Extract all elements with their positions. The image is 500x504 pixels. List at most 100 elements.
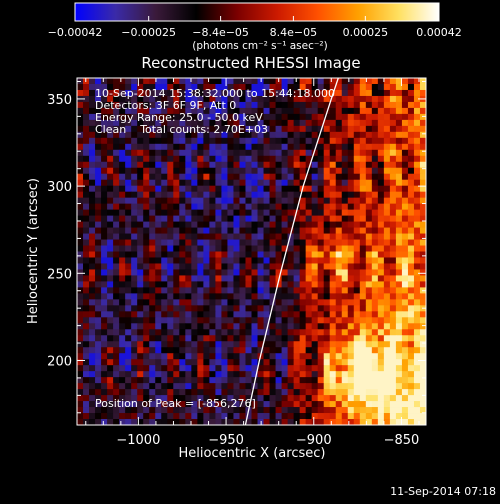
heatmap-cell [173,347,180,354]
heatmap-cell [329,323,337,330]
heatmap-cell [389,203,397,211]
heatmap-cell [95,341,102,348]
heatmap-cell [407,239,415,246]
heatmap-cell [407,161,415,169]
heatmap-cell [389,78,397,85]
heatmap-cell [257,383,264,390]
heatmap-cell [113,239,120,246]
heatmap-cell [77,323,84,330]
heatmap-cell [227,185,234,193]
heatmap-cell [167,389,174,396]
heatmap-cell [155,137,162,145]
heatmap-cell [341,359,349,366]
heatmap-cell [275,215,282,222]
heatmap-cell [341,389,349,396]
heatmap-cell [353,125,361,133]
heatmap-cell [221,317,228,324]
heatmap-cell [305,95,313,103]
heatmap-cell [395,263,403,270]
heatmap-cell [305,377,313,384]
heatmap-cell [233,371,240,378]
heatmap-cell [365,215,373,222]
heatmap-cell [143,311,150,318]
heatmap-cell [209,227,216,234]
heatmap-cell [383,401,391,408]
heatmap-cell [335,143,343,151]
heatmap-cell [275,299,282,306]
heatmap-cell [419,143,426,151]
heatmap-cell [341,251,349,258]
heatmap-cell [317,365,325,372]
heatmap-cell [203,161,210,169]
heatmap-cell [143,173,150,181]
heatmap-cell [383,137,391,145]
heatmap-cell [317,359,325,366]
heatmap-cell [221,119,228,127]
heatmap-cell [419,161,426,169]
heatmap-cell [173,113,180,121]
heatmap-cell [275,251,282,258]
heatmap-cell [257,413,264,420]
heatmap-cell [83,95,90,103]
heatmap-cell [191,107,198,115]
heatmap-cell [191,119,198,127]
heatmap-cell [179,377,186,384]
heatmap-cell [341,137,349,145]
heatmap-cell [251,191,258,199]
heatmap-cell [113,281,120,288]
heatmap-cell [299,359,307,366]
heatmap-cell [347,329,355,336]
heatmap-cell [245,329,252,336]
heatmap-cell [233,203,240,211]
heatmap-cell [191,383,198,390]
heatmap-cell [359,413,367,420]
heatmap-cell [353,167,361,175]
heatmap-cell [317,245,325,252]
heatmap-cell [395,281,403,288]
heatmap-cell [281,149,289,157]
heatmap-cell [299,89,307,97]
heatmap-cell [89,215,96,222]
heatmap-cell [209,119,216,127]
heatmap-cell [383,365,391,372]
heatmap-cell [209,101,216,109]
heatmap-cell [137,341,144,348]
heatmap-cell [263,323,270,330]
heatmap-cell [395,137,403,145]
heatmap-cell [329,137,337,145]
heatmap-cell [209,113,216,121]
heatmap-cell [257,227,264,234]
heatmap-cell [77,419,84,425]
heatmap-cell [227,95,234,103]
heatmap-cell [185,161,192,169]
heatmap-cell [143,323,150,330]
heatmap-cell [377,107,385,115]
heatmap-cell [167,311,174,318]
heatmap-cell [257,317,264,324]
heatmap-cell [413,413,421,420]
heatmap-cell [329,275,337,282]
heatmap-cell [335,95,343,103]
heatmap-cell [389,371,397,378]
y-tick-label: 250 [47,267,72,282]
heatmap-cell [365,131,373,139]
heatmap-cell [239,317,246,324]
heatmap-cell [269,149,276,157]
heatmap-cell [173,401,180,408]
heatmap-cell [395,299,403,306]
heatmap-cell [377,167,385,175]
heatmap-cell [245,323,252,330]
heatmap-cell [383,155,391,163]
heatmap-cell [179,245,186,252]
heatmap-cell [167,263,174,270]
heatmap-cell [83,191,90,199]
heatmap-cell [245,209,252,216]
heatmap-cell [353,305,361,312]
heatmap-cell [311,191,319,199]
heatmap-cell [413,305,421,312]
heatmap-cell [305,269,313,276]
heatmap-cell [251,323,258,330]
heatmap-cell [353,137,361,145]
heatmap-cell [401,161,409,169]
heatmap-cell [281,407,289,414]
